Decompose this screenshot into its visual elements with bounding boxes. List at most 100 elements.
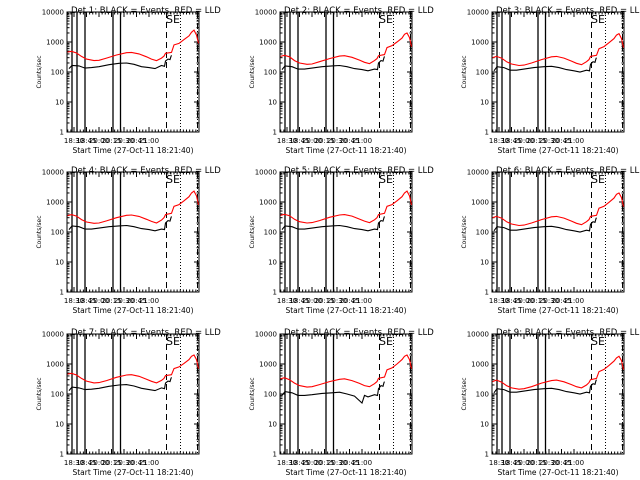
y-tick-label: 10 bbox=[480, 259, 489, 267]
y-tick-label: 1000 bbox=[471, 361, 489, 369]
x-tick-label: 18:30 bbox=[277, 297, 297, 305]
x-tick-label: 20:30 bbox=[114, 137, 134, 145]
detector-panel: Det 5: BLACK = Events, RED = LLD 1 10 100 10… bbox=[249, 166, 434, 315]
x-tick-label: 20:30 bbox=[114, 297, 134, 305]
x-tick-label: 20:30 bbox=[539, 297, 559, 305]
x-tick-label: 20:45 bbox=[339, 297, 359, 305]
time-marker: E bbox=[598, 13, 605, 26]
plot-frame bbox=[66, 333, 200, 455]
time-marker: S bbox=[166, 173, 173, 186]
detector-panel: Det 4: BLACK = Events, RED = LLD 1 10 100 10… bbox=[36, 166, 221, 315]
y-tick-label: 1000 bbox=[259, 361, 277, 369]
x-tick-label: 21:00 bbox=[139, 137, 159, 145]
time-marker: E bbox=[173, 173, 180, 186]
y-tick-label: 100 bbox=[476, 391, 489, 399]
x-tick-label: 20:15 bbox=[101, 137, 121, 145]
y-tick-label: 100 bbox=[51, 69, 64, 77]
y-tick-label: 1 bbox=[60, 129, 64, 137]
time-marker: E bbox=[386, 13, 393, 26]
x-tick-label: 20:30 bbox=[327, 459, 347, 467]
time-marker: E bbox=[386, 335, 393, 348]
y-tick-label: 10000 bbox=[42, 9, 64, 17]
y-axis-label: Counts/sec bbox=[461, 55, 468, 88]
y-tick-label: 10 bbox=[55, 99, 64, 107]
panel-title: Det 3: BLACK = Events, RED = LLD bbox=[496, 6, 640, 16]
y-tick-label: 1 bbox=[485, 129, 489, 137]
panel-title: Det 4: BLACK = Events, RED = LLD bbox=[71, 166, 221, 176]
panel-title: Det 8: BLACK = Events, RED = LLD bbox=[284, 328, 434, 338]
lld-series-line bbox=[67, 29, 200, 62]
x-tick-label: 20:45 bbox=[551, 297, 571, 305]
panel-title: Det 7: BLACK = Events, RED = LLD bbox=[71, 328, 221, 338]
events-series-line bbox=[493, 217, 597, 233]
detector-panel: Det 7: BLACK = Events, RED = LLD 1 10 100 10… bbox=[36, 328, 221, 477]
plot-frame bbox=[491, 171, 625, 293]
lld-series-line bbox=[492, 192, 625, 227]
time-marker: S bbox=[591, 13, 598, 26]
y-tick-label: 100 bbox=[51, 391, 64, 399]
time-marker: E bbox=[173, 13, 180, 26]
events-series-line bbox=[68, 377, 173, 392]
x-axis-label: Start Time (27-Oct-11 18:21:40) bbox=[285, 468, 406, 477]
y-tick-label: 1 bbox=[60, 451, 64, 459]
plot-frame bbox=[491, 11, 625, 133]
x-axis-label: Start Time (27-Oct-11 18:21:40) bbox=[72, 468, 193, 477]
detector-panel: Det 6: BLACK = Events, RED = LLD 1 10 100 10… bbox=[461, 166, 640, 315]
plot-frame bbox=[279, 11, 413, 133]
x-tick-label: 20:30 bbox=[114, 459, 134, 467]
y-tick-label: 10 bbox=[480, 99, 489, 107]
y-tick-label: 10 bbox=[55, 259, 64, 267]
x-tick-label: 20:00 bbox=[302, 459, 322, 467]
lld-series-line bbox=[280, 190, 413, 224]
y-tick-label: 10 bbox=[55, 421, 64, 429]
x-tick-label: 20:45 bbox=[126, 137, 146, 145]
y-tick-label: 100 bbox=[264, 69, 277, 77]
x-tick-label: 21:00 bbox=[564, 459, 584, 467]
y-axis-label: Counts/sec bbox=[36, 215, 43, 248]
x-tick-label: 20:00 bbox=[89, 459, 109, 467]
y-tick-label: 1000 bbox=[259, 39, 277, 47]
x-tick-label: 20:30 bbox=[327, 297, 347, 305]
y-tick-label: 10000 bbox=[42, 169, 64, 177]
detector-panel: Det 8: BLACK = Events, RED = LLD 1 10 100 10… bbox=[249, 328, 434, 477]
x-tick-label: 20:15 bbox=[526, 459, 546, 467]
x-tick-label: 20:00 bbox=[89, 297, 109, 305]
lld-series-line bbox=[67, 354, 200, 384]
x-tick-label: 20:00 bbox=[302, 137, 322, 145]
y-tick-label: 10 bbox=[480, 421, 489, 429]
x-tick-label: 20:15 bbox=[314, 297, 334, 305]
lld-series-line bbox=[67, 190, 200, 224]
y-tick-label: 100 bbox=[264, 391, 277, 399]
x-tick-label: 18:45 bbox=[289, 137, 309, 145]
panel-title: Det 9: BLACK = Events, RED = LLD bbox=[496, 328, 640, 338]
y-tick-label: 10 bbox=[268, 259, 277, 267]
plot-frame bbox=[66, 11, 200, 133]
time-marker: S bbox=[591, 173, 598, 186]
x-tick-label: 18:45 bbox=[76, 459, 96, 467]
y-tick-label: 1000 bbox=[259, 199, 277, 207]
x-axis-label: Start Time (27-Oct-11 18:21:40) bbox=[497, 468, 618, 477]
y-tick-label: 1000 bbox=[46, 199, 64, 207]
events-series-line bbox=[281, 381, 385, 404]
time-marker: S bbox=[166, 13, 173, 26]
detector-panel: Det 1: BLACK = Events, RED = LLD 1 10 100 10… bbox=[36, 6, 221, 155]
time-marker: S bbox=[166, 335, 173, 348]
x-tick-label: 20:45 bbox=[551, 459, 571, 467]
panel-title: Det 2: BLACK = Events, RED = LLD bbox=[284, 6, 434, 16]
x-tick-label: 20:00 bbox=[302, 297, 322, 305]
y-axis-label: Counts/sec bbox=[249, 377, 256, 410]
x-tick-label: 20:00 bbox=[514, 137, 534, 145]
x-tick-label: 20:45 bbox=[339, 137, 359, 145]
panel-title: Det 1: BLACK = Events, RED = LLD bbox=[71, 6, 221, 16]
y-tick-label: 10000 bbox=[467, 169, 489, 177]
time-marker: E bbox=[386, 173, 393, 186]
x-tick-label: 18:30 bbox=[489, 137, 509, 145]
y-axis-label: Counts/sec bbox=[461, 377, 468, 410]
y-tick-label: 10000 bbox=[255, 331, 277, 339]
y-tick-label: 10 bbox=[268, 99, 277, 107]
y-tick-label: 1000 bbox=[471, 39, 489, 47]
x-tick-label: 21:00 bbox=[352, 297, 372, 305]
y-tick-label: 1000 bbox=[471, 199, 489, 207]
x-axis-label: Start Time (27-Oct-11 18:21:40) bbox=[285, 146, 406, 155]
x-tick-label: 18:30 bbox=[489, 297, 509, 305]
